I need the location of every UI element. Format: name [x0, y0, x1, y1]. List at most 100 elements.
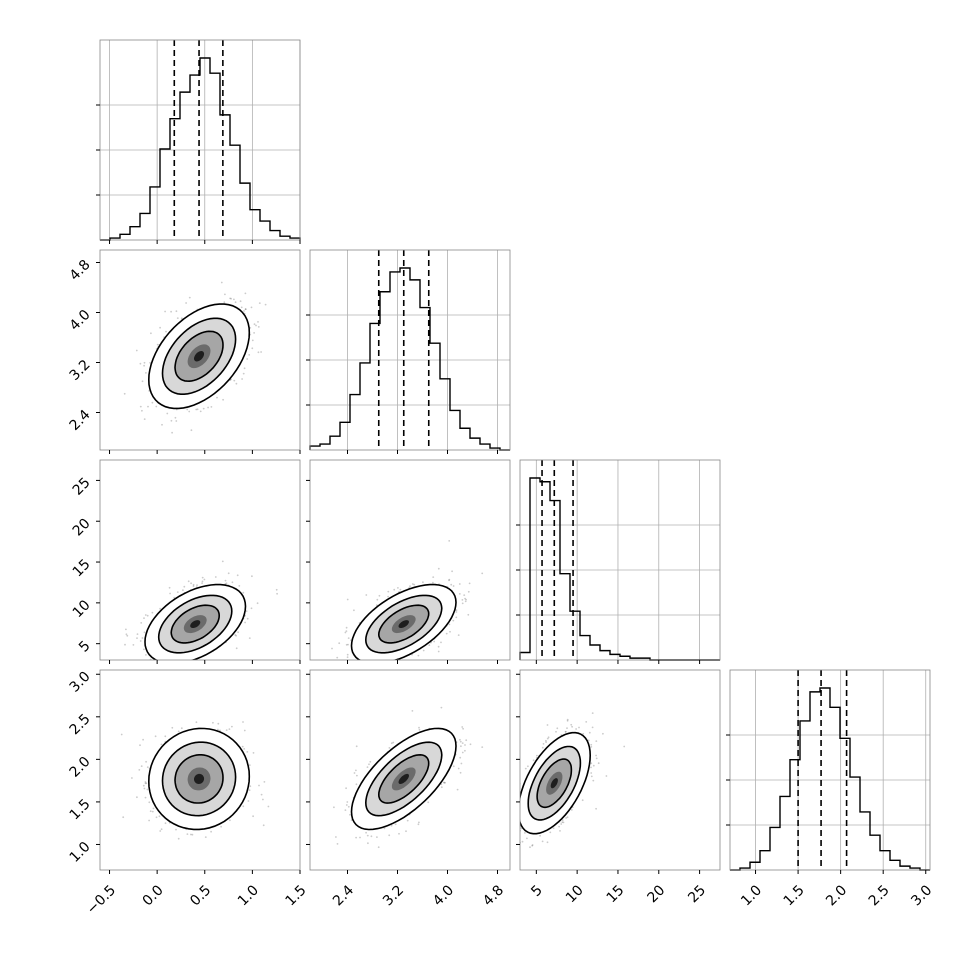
scatter-point — [185, 664, 187, 666]
scatter-point — [191, 661, 193, 663]
contour-line — [174, 754, 224, 804]
scatter-point — [458, 593, 461, 595]
scatter-point — [246, 358, 249, 360]
scatter-point — [464, 749, 466, 752]
scatter-point — [242, 591, 245, 594]
scatter-point — [433, 640, 436, 643]
density-fill — [194, 773, 205, 784]
scatter-point — [236, 574, 239, 577]
scatter-point — [465, 598, 467, 601]
scatter-point — [417, 654, 420, 657]
scatter-point — [464, 600, 467, 603]
scatter-point — [448, 578, 451, 581]
scatter-point — [345, 804, 348, 806]
scatter-point — [175, 420, 178, 422]
scatter-point — [143, 617, 145, 619]
scatter-point — [264, 303, 267, 306]
scatter-point — [345, 787, 347, 790]
scatter-point — [195, 408, 198, 411]
scatter-point — [229, 819, 231, 822]
scatter-point — [348, 667, 350, 669]
scatter-point — [152, 807, 155, 810]
scatter-point — [138, 769, 141, 771]
scatter-point — [231, 725, 233, 728]
scatter-point — [139, 744, 141, 747]
scatter-point — [171, 431, 174, 434]
scatter-point — [144, 614, 147, 616]
scatter-point — [150, 332, 152, 335]
scatter-point — [176, 591, 179, 593]
scatter-point — [159, 326, 162, 329]
scatter-point — [244, 308, 247, 311]
scatter-point — [202, 407, 205, 410]
scatter-point — [151, 611, 154, 614]
scatter-point — [449, 630, 451, 633]
scatter-point — [149, 810, 152, 813]
scatter-point — [249, 785, 252, 788]
scatter-point — [190, 833, 192, 836]
scatter-point — [220, 281, 223, 284]
scatter-point — [243, 310, 245, 312]
scatter-point — [243, 748, 246, 750]
scatter-point — [204, 836, 207, 838]
scatter-point — [367, 842, 369, 845]
contour-line — [170, 604, 221, 644]
scatter-point — [225, 582, 228, 585]
scatter-point — [388, 747, 391, 749]
scatter-point — [377, 846, 380, 849]
scatter-point — [366, 766, 369, 768]
scatter-point — [460, 762, 463, 765]
contour-line — [377, 753, 430, 804]
scatter-point — [366, 834, 369, 837]
scatter-point — [370, 667, 372, 669]
scatter-point — [545, 739, 547, 742]
scatter-point — [346, 801, 349, 803]
scatter-point — [201, 576, 204, 579]
scatter-point — [164, 822, 167, 825]
scatter-point — [139, 362, 142, 365]
scatter-point — [399, 666, 401, 668]
scatter-point — [345, 643, 348, 646]
scatter-point — [536, 754, 538, 757]
scatter-point — [149, 361, 152, 364]
scatter-point — [177, 730, 180, 733]
scatter-point — [176, 317, 179, 319]
panel-content — [331, 540, 484, 669]
scatter-point — [427, 801, 430, 804]
scatter-point — [590, 772, 593, 774]
histogram-panel-0 — [96, 39, 301, 244]
scatter-point — [394, 823, 397, 826]
scatter-point — [201, 580, 204, 583]
scatter-point — [386, 667, 388, 669]
scatter-point — [186, 408, 189, 411]
panel-frame — [99, 39, 301, 241]
scatter-point — [399, 588, 402, 591]
scatter-point — [235, 634, 238, 637]
contour-line — [161, 741, 237, 817]
scatter-point — [243, 367, 246, 370]
contour-line — [364, 741, 443, 817]
scatter-point — [139, 640, 142, 642]
scatter-point — [188, 296, 191, 299]
scatter-point — [465, 739, 468, 742]
scatter-point — [136, 633, 139, 635]
panel-background — [520, 460, 720, 660]
scatter-point — [349, 813, 351, 816]
scatter-point — [158, 815, 161, 818]
scatter-point — [448, 540, 451, 542]
scatter-point — [221, 560, 224, 563]
density-fill — [194, 351, 205, 362]
scatter-point — [542, 743, 545, 745]
scatter-point — [251, 575, 253, 578]
scatter-point — [461, 602, 464, 605]
scatter-point — [231, 581, 234, 584]
scatter-point — [187, 580, 190, 583]
scatter-point — [442, 781, 445, 784]
scatter-point — [155, 405, 158, 408]
scatter-point — [140, 622, 143, 624]
scatter-point — [122, 816, 125, 819]
scatter-point — [383, 663, 385, 665]
scatter-point — [160, 828, 163, 831]
scatter-point — [180, 317, 183, 320]
scatter-point — [146, 788, 149, 791]
